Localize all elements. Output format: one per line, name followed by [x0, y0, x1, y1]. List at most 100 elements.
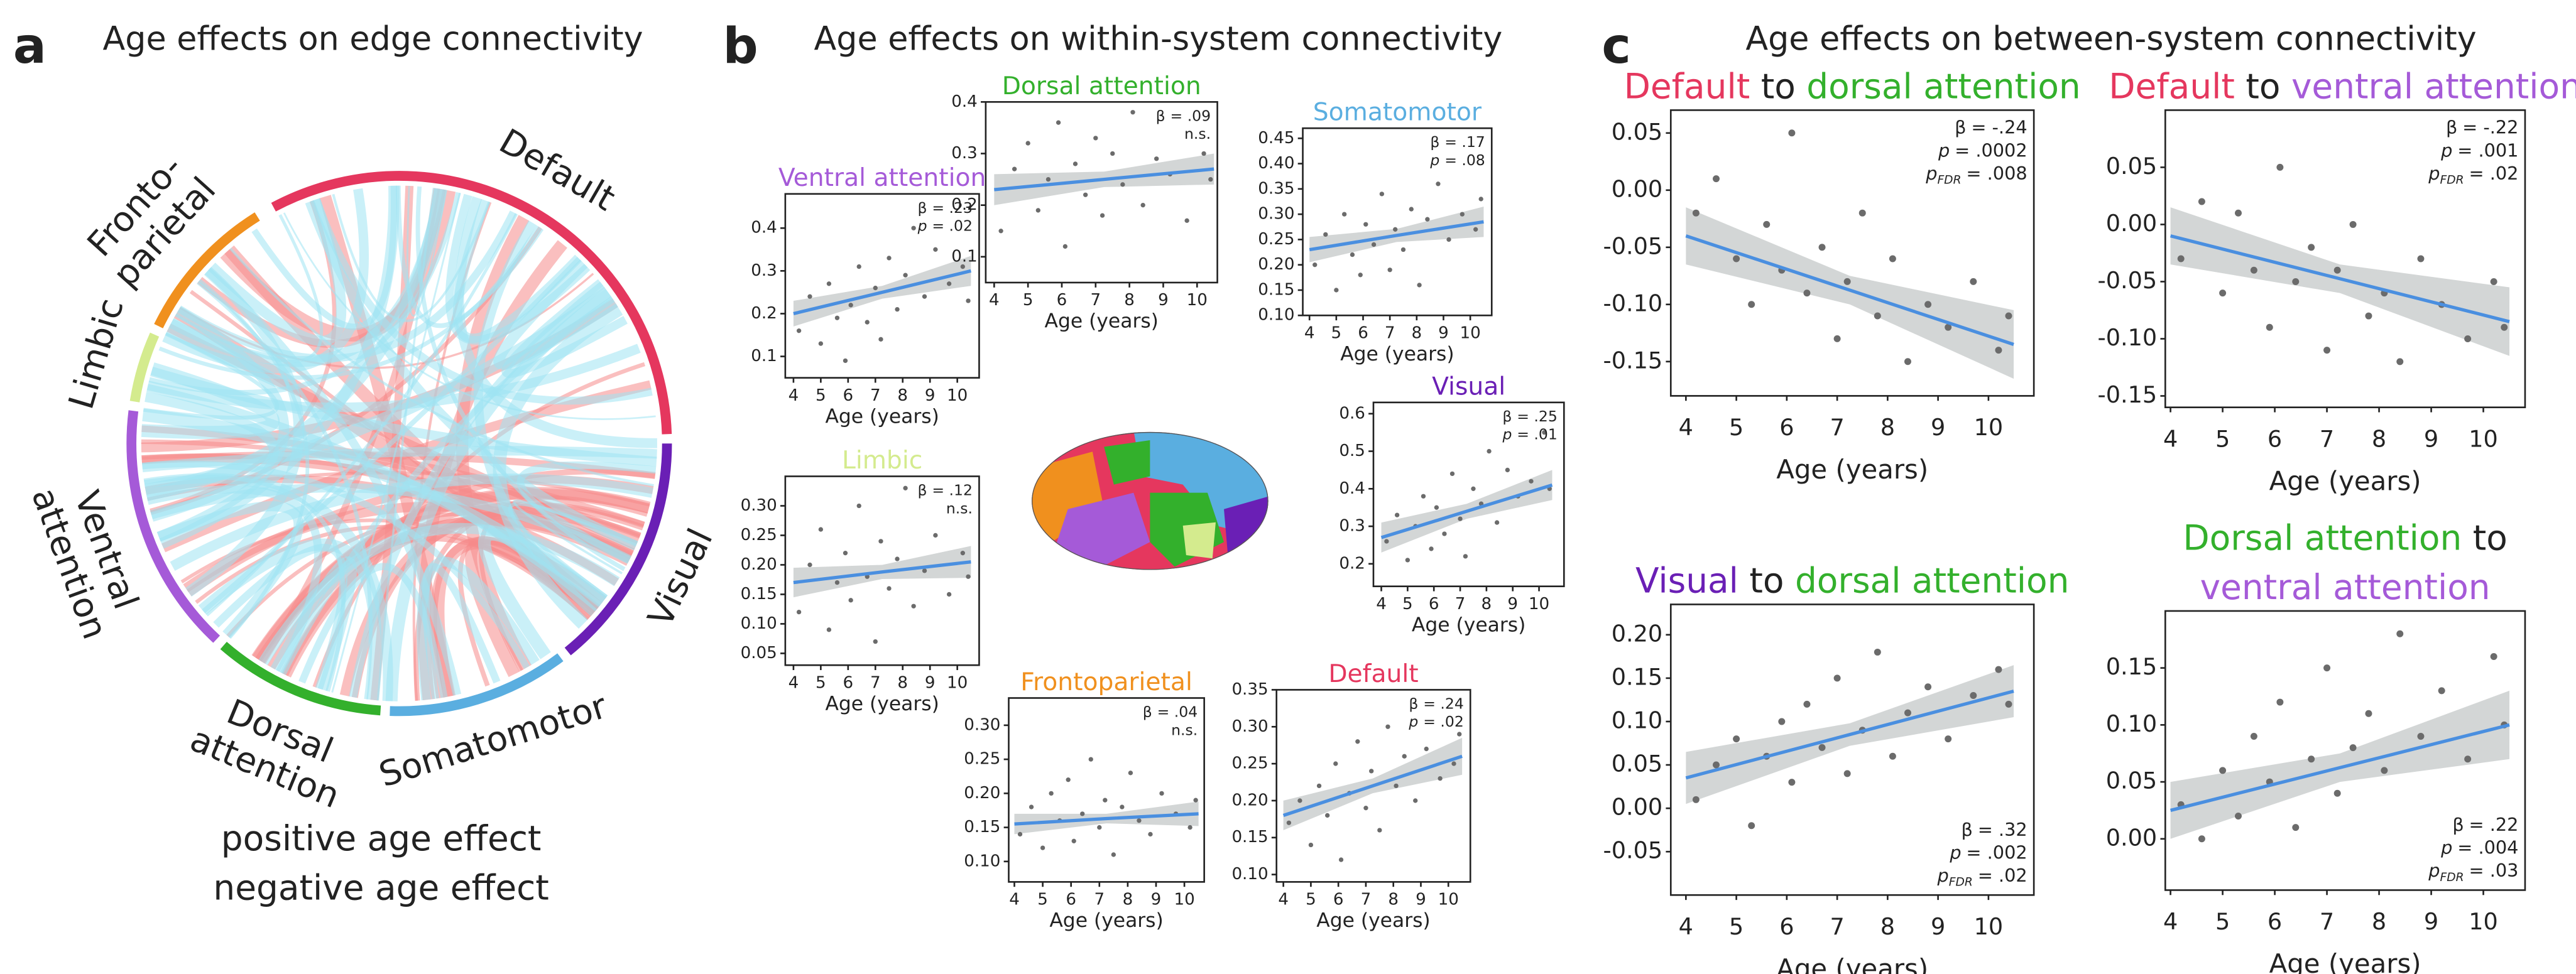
stat-label: p [2428, 860, 2440, 881]
stat-value: = .03 [2469, 860, 2519, 881]
negative-chord [385, 288, 613, 701]
data-point [1463, 554, 1468, 559]
scatter-plot: 4 5 6 7 8 9 10 0.10 0.15 0.20 0.25 0.30 0.35 0.40 0.45… [1258, 98, 1493, 365]
x-tick-label: 6 [843, 386, 854, 405]
x-tick-label: 9 [925, 673, 936, 692]
data-point [1970, 692, 1977, 700]
negative-chord [454, 196, 657, 448]
data-point [1159, 791, 1164, 796]
data-point [1417, 283, 1422, 288]
x-tick-label: 5 [1331, 324, 1342, 343]
title-part: to [2462, 518, 2508, 558]
x-tick-label: 7 [1455, 595, 1466, 614]
data-point [2219, 289, 2227, 297]
x-tick-label: 5 [1402, 595, 1413, 614]
negative-chord [331, 192, 461, 693]
data-point [1451, 761, 1456, 766]
plot-frame [2164, 610, 2526, 891]
data-point [1818, 744, 1826, 751]
data-point [1733, 735, 1740, 743]
data-point [2396, 630, 2404, 637]
data-point [1083, 192, 1088, 197]
y-tick-label: 0.4 [751, 219, 777, 237]
stat-label: β [1955, 117, 1966, 138]
negative-chord [349, 281, 606, 698]
stat-line: n.s. [1184, 125, 1211, 143]
x-tick-label: 4 [1376, 595, 1387, 614]
data-point [1393, 227, 1398, 232]
data-point [1763, 220, 1771, 228]
x-tick-label: 4 [789, 386, 799, 405]
data-point [1460, 212, 1465, 217]
x-axis-label: Age (years) [2269, 948, 2421, 974]
fit-line [793, 269, 971, 315]
x-tick-label: 8 [2372, 425, 2386, 452]
y-tick-label: 0.45 [1258, 129, 1294, 148]
data-point [1449, 471, 1455, 477]
x-tick-label: 10 [947, 673, 968, 692]
data-point [818, 527, 824, 532]
data-point [826, 627, 832, 632]
data-point [2198, 198, 2205, 205]
negative-chord [145, 392, 279, 522]
stat-label: β [918, 198, 927, 216]
data-point [1049, 791, 1054, 796]
x-tick-label: 8 [1123, 890, 1133, 909]
data-point [1035, 208, 1040, 213]
plot-frame [784, 475, 980, 666]
stat-label: p [1949, 841, 1961, 863]
x-axis-label: Age (years) [825, 405, 939, 428]
data-point [1471, 486, 1476, 491]
x-tick-label: 10 [1460, 324, 1480, 343]
stat-value: n.s. [1171, 721, 1198, 739]
data-point [1333, 761, 1338, 766]
x-tick-label: 7 [1830, 913, 1844, 940]
data-point [826, 281, 832, 286]
data-point [1748, 301, 1755, 308]
negative-chord [204, 268, 462, 696]
y-tick-label: 0.3 [751, 261, 777, 280]
title-part: ventral attention [2291, 67, 2576, 107]
data-point [1394, 783, 1399, 789]
stat-subscript: FDR [1937, 173, 1961, 187]
plot-frame [985, 101, 1218, 284]
scatter-plot: 4 5 6 7 8 9 10 0.05 0.10 0.15 0.20 0.25 0.30 Age (yea… [741, 446, 980, 715]
data-point [2250, 733, 2257, 740]
y-tick-label: 0.20 [741, 555, 777, 574]
x-axis-label: Age (years) [1340, 343, 1454, 365]
chords [141, 185, 657, 701]
data-point [1120, 804, 1125, 809]
plot-title: Dorsal attention [1002, 72, 1201, 100]
stat-subscript: FDR [1949, 875, 1973, 889]
data-point [1487, 448, 1492, 454]
stat-label: p [2440, 139, 2452, 161]
data-point [796, 609, 802, 615]
data-point [2266, 323, 2273, 331]
y-tick-label: 0.2 [951, 195, 978, 214]
data-point [1358, 273, 1363, 278]
data-point [946, 281, 952, 286]
stat-label: β [1409, 695, 1418, 712]
x-tick-label: 7 [1830, 414, 1844, 441]
negative-chord [283, 212, 656, 420]
data-point [1889, 752, 1896, 760]
data-point [1385, 724, 1390, 729]
group-label-line: Limbic [61, 294, 131, 413]
y-tick-label: 0.4 [1339, 479, 1365, 498]
stat-value: = .004 [2457, 837, 2518, 858]
data-point [1187, 825, 1192, 830]
x-tick-label: 9 [2424, 908, 2438, 935]
stat-label: p [1925, 163, 1937, 184]
negative-chord [156, 501, 304, 639]
confidence-band [1686, 207, 2014, 379]
negative-chord [213, 544, 347, 690]
y-tick-label: 0.2 [1339, 554, 1365, 573]
data-point [848, 598, 853, 603]
scatter-plot: 4 5 6 7 8 9 10 -0.05 0.00 0.05 0.10 0.15 0.20 Age (ye… [1603, 561, 2069, 974]
data-point [1297, 798, 1302, 803]
data-point [1402, 754, 1407, 759]
data-point [1436, 181, 1441, 187]
data-point [2417, 255, 2425, 262]
x-tick-label: 5 [2215, 908, 2230, 935]
y-tick-label: 0.00 [1612, 175, 1662, 202]
